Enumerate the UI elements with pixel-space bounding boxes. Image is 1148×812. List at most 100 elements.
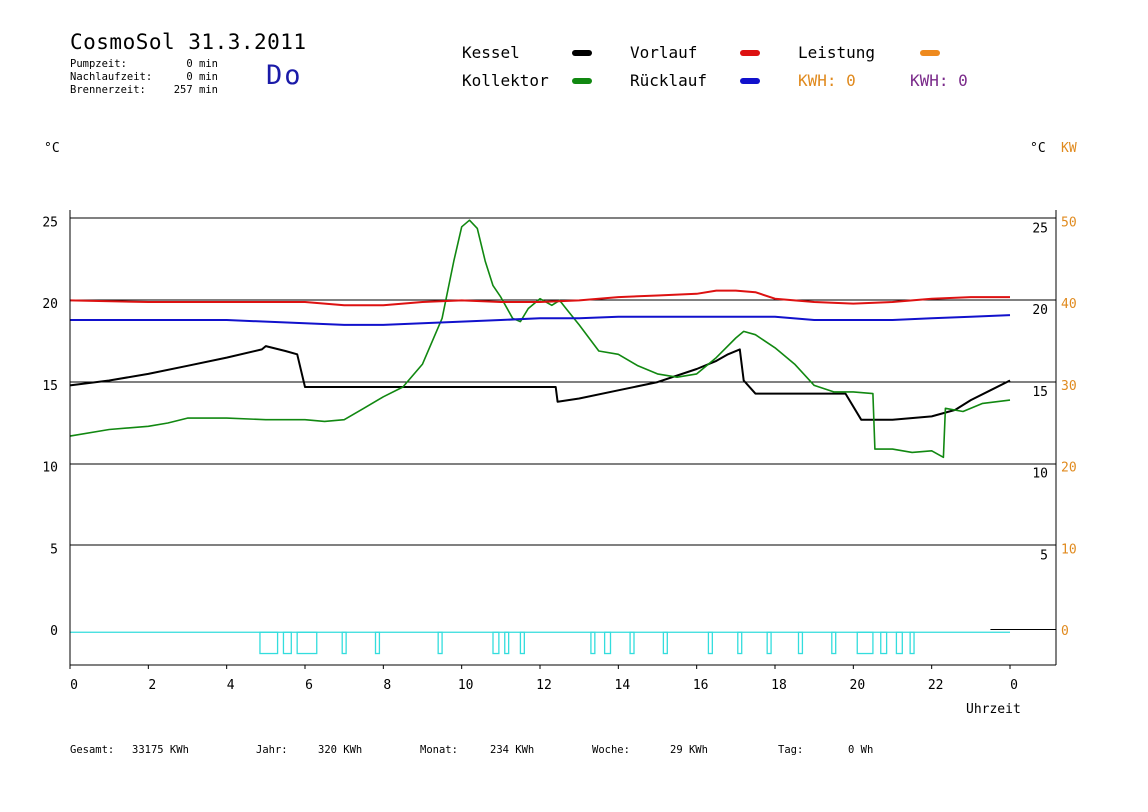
pump-pulse bbox=[629, 631, 635, 655]
x-tick-label-1: 2 bbox=[148, 678, 156, 693]
y-tick-right-c-20: 20 bbox=[1032, 303, 1048, 318]
x-tick-label-9: 18 bbox=[771, 678, 787, 693]
pump-pulse bbox=[374, 631, 381, 655]
pump-pulse bbox=[797, 631, 804, 655]
y-tick-right-kw-20: 20 bbox=[1061, 461, 1077, 476]
footer-value-jahr: 320 KWh bbox=[318, 744, 363, 756]
y-tick-right-kw-40: 40 bbox=[1061, 297, 1077, 312]
legend-swatch-kollektor bbox=[572, 78, 592, 84]
x-tick-label-4: 8 bbox=[383, 678, 391, 693]
pump-pulse bbox=[282, 631, 292, 655]
stat-labels: Pumpzeit: Nachlaufzeit: Brennerzeit: bbox=[70, 58, 152, 97]
footer-value-gesamt: 33175 KWh bbox=[132, 744, 189, 756]
pump-pulse bbox=[662, 631, 668, 655]
stat-label-nachlaufzeit: Nachlaufzeit: bbox=[70, 71, 153, 83]
legend-label-kessel: Kessel bbox=[462, 43, 520, 62]
weekday-label: Do bbox=[266, 60, 303, 91]
stat-value-nachlaufzeit: 0 min bbox=[186, 71, 218, 83]
footer-value-woche: 29 KWh bbox=[670, 744, 708, 756]
pump-pulse bbox=[856, 631, 874, 655]
x-tick-label-6: 12 bbox=[536, 678, 552, 693]
footer-label-woche: Woche: bbox=[592, 744, 630, 756]
stat-label-brennerzeit: Brennerzeit: bbox=[70, 84, 146, 96]
y-tick-right-c-5: 5 bbox=[1040, 548, 1048, 563]
series-ruecklauf bbox=[70, 314, 1011, 326]
footer-value-tag: 0 Wh bbox=[848, 744, 874, 756]
pump-pulse bbox=[909, 631, 915, 655]
pump-pulse bbox=[895, 631, 903, 655]
pump-pulse bbox=[492, 631, 500, 655]
stat-label-pumpzeit: Pumpzeit: bbox=[70, 58, 127, 70]
y-tick-right-kw-30: 30 bbox=[1061, 379, 1077, 394]
pump-pulse bbox=[519, 631, 525, 655]
page-title: CosmoSol 31.3.2011 bbox=[70, 30, 307, 54]
y-tick-left-15: 15 bbox=[42, 379, 58, 394]
stat-value-pumpzeit: 0 min bbox=[186, 58, 218, 70]
x-tick-label-5: 10 bbox=[458, 678, 474, 693]
y-tick-left-25: 25 bbox=[42, 215, 58, 230]
footer-label-tag: Tag: bbox=[778, 744, 804, 756]
series-vorlauf bbox=[69, 289, 1010, 307]
y-tick-right-kw-0: 0 bbox=[1061, 624, 1069, 639]
pump-pulse bbox=[341, 631, 347, 655]
legend-kollektor: Kollektor bbox=[462, 71, 549, 90]
legend-vorlauf: Vorlauf bbox=[630, 43, 697, 62]
y-tick-left-20: 20 bbox=[42, 297, 58, 312]
right-axis-unit-kw: KW bbox=[1061, 141, 1077, 156]
x-tick-label-11: 22 bbox=[928, 678, 944, 693]
x-axis-label: Uhrzeit bbox=[966, 702, 1021, 717]
series-layer bbox=[69, 219, 1056, 630]
pump-pulse bbox=[437, 631, 443, 655]
pump-pulse bbox=[831, 631, 837, 655]
y-tick-right-kw-50: 50 bbox=[1061, 215, 1077, 230]
legend-kwh-2: KWH: 0 bbox=[910, 71, 968, 90]
y-tick-left-0: 0 bbox=[50, 624, 58, 639]
legend-swatch-kessel bbox=[572, 50, 592, 56]
stat-values: 0 min 0 min 257 min bbox=[148, 58, 218, 97]
footer-label-gesamt: Gesamt: bbox=[70, 744, 115, 756]
legend-kwh-1: KWH: 0 bbox=[798, 71, 856, 90]
legend-label-vorlauf: Vorlauf bbox=[630, 43, 698, 62]
x-tick-label-7: 14 bbox=[615, 678, 631, 693]
series-kessel bbox=[69, 345, 1011, 421]
pump-pulse bbox=[766, 631, 772, 655]
x-tick-label-3: 6 bbox=[305, 678, 313, 693]
x-tick-label-10: 20 bbox=[850, 678, 866, 693]
x-tick-label-2: 4 bbox=[227, 678, 235, 693]
legend-swatch-ruecklauf bbox=[740, 78, 760, 84]
x-tick-label-12: 0 bbox=[1010, 678, 1018, 693]
grid-layer bbox=[70, 217, 1056, 546]
right-axis-unit-c: °C bbox=[1030, 141, 1046, 156]
legend-label-ruecklauf: Rücklauf bbox=[630, 71, 708, 90]
y-tick-right-kw-10: 10 bbox=[1061, 542, 1077, 557]
y-tick-left-5: 5 bbox=[50, 542, 58, 557]
legend-ruecklauf: Rücklauf bbox=[630, 71, 707, 90]
y-tick-right-c-25: 25 bbox=[1032, 221, 1048, 236]
y-tick-right-c-15: 15 bbox=[1032, 385, 1048, 400]
pump-pulse bbox=[603, 631, 612, 655]
series-kollektor bbox=[69, 219, 1011, 459]
footer-label-jahr: Jahr: bbox=[256, 744, 288, 756]
x-tick-label-8: 16 bbox=[693, 678, 709, 693]
legend-swatch-leistung bbox=[920, 50, 940, 56]
y-tick-left-10: 10 bbox=[42, 461, 58, 476]
pump-pulse bbox=[880, 631, 888, 655]
legend-label-leistung: Leistung bbox=[798, 43, 876, 62]
pump-pulse bbox=[737, 631, 743, 655]
left-axis-unit: °C bbox=[44, 141, 60, 156]
y-tick-right-c-10: 10 bbox=[1032, 467, 1048, 482]
pump-pulse bbox=[590, 631, 596, 655]
legend-swatch-vorlauf bbox=[740, 50, 760, 56]
legend-label-kollektor: Kollektor bbox=[462, 71, 549, 90]
stat-value-brennerzeit: 257 min bbox=[173, 84, 218, 96]
pump-layer bbox=[70, 631, 1010, 655]
pump-pulse bbox=[504, 631, 510, 655]
x-tick-label-0: 0 bbox=[70, 678, 78, 693]
legend-kessel: Kessel bbox=[462, 43, 520, 62]
footer-label-monat: Monat: bbox=[420, 744, 458, 756]
footer-value-monat: 234 KWh bbox=[490, 744, 535, 756]
pump-pulse bbox=[296, 631, 318, 655]
pump-pulse bbox=[259, 631, 279, 655]
axis-layer: 0 5 10 15 20 25 5 10 15 20 25 0 10 20 30 40 50 0 2 4 6 8 10 12 1… bbox=[42, 210, 1077, 693]
